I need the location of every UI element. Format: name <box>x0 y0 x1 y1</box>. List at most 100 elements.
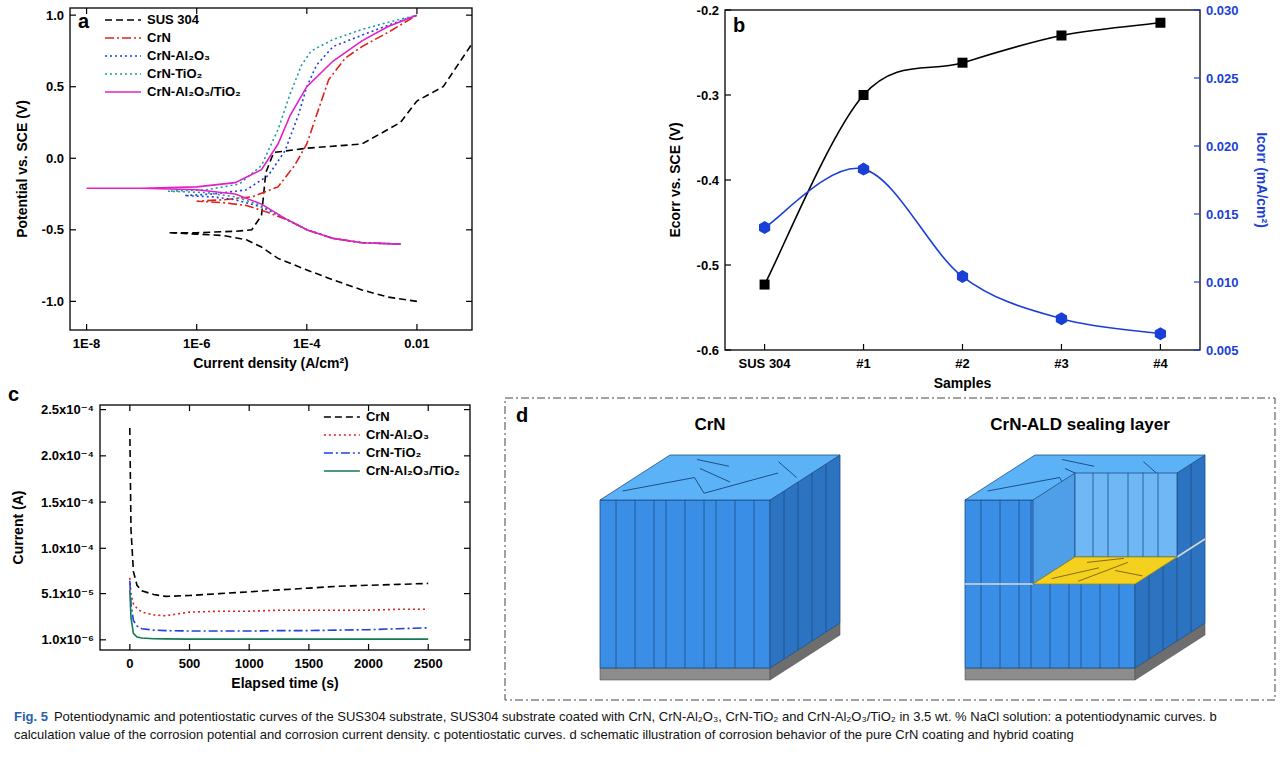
y-tick-label: -0.6 <box>697 343 719 358</box>
column-boundary <box>685 500 686 668</box>
schematic-panel: dCrNCrN-ALD sealing layer <box>505 398 1275 700</box>
y-axis-title: Potential vs. SCE (V) <box>14 100 30 238</box>
y-tick <box>464 593 470 594</box>
panel-letter: c <box>8 383 19 405</box>
marker <box>1155 18 1165 28</box>
substrate <box>965 668 1135 680</box>
x-tick <box>1160 344 1161 350</box>
x-tick <box>189 405 190 411</box>
x-tick-label: 0 <box>126 656 133 671</box>
column-boundary <box>784 491 785 659</box>
legend-label: CrN-Al₂O₃ <box>366 427 429 442</box>
y2-tick-label: 0.005 <box>1206 343 1239 358</box>
x-tick-label: 2500 <box>414 656 443 671</box>
panel-letter: b <box>733 14 745 36</box>
x-tick <box>196 324 197 330</box>
panel-letter: d <box>516 404 528 426</box>
coating-block <box>965 455 1205 680</box>
y-tick <box>725 349 731 350</box>
y-tick <box>725 9 731 10</box>
series-line <box>130 581 428 631</box>
column-boundary <box>1108 473 1109 557</box>
y-tick-label: 1.0x10⁻⁶ <box>41 632 94 647</box>
column-boundary <box>754 500 755 668</box>
x-tick <box>306 324 307 330</box>
x-tick <box>308 405 309 411</box>
y-tick <box>100 593 106 594</box>
y-tick <box>70 229 76 230</box>
x-tick <box>249 644 250 650</box>
series-group <box>130 428 428 639</box>
crack <box>1062 460 1094 467</box>
figure: 1E-81E-61E-40.01-1.0-0.50.00.51.0Current… <box>0 0 1282 705</box>
y2-tick-label: 0.025 <box>1206 71 1239 86</box>
marker <box>1056 312 1067 325</box>
series-line <box>130 590 428 639</box>
y-tick-label: 2.5x10⁻⁴ <box>41 402 94 417</box>
x-tick-label: #4 <box>1153 356 1168 371</box>
x-tick <box>428 405 429 411</box>
x-tick-label: 2000 <box>354 656 383 671</box>
y-tick-label: 1.0x10⁻⁴ <box>41 541 94 556</box>
legend-label: CrN-Al₂O₃/TiO₂ <box>366 463 460 478</box>
y-tick-label: -0.5 <box>42 222 64 237</box>
y2-tick-label: 0.010 <box>1206 275 1239 290</box>
y-tick <box>464 455 470 456</box>
crack <box>1087 558 1124 562</box>
x-tick <box>764 344 765 350</box>
y-tick <box>100 455 106 456</box>
x-axis-title: Elapsed time (s) <box>231 675 338 691</box>
x-tick-label: 1E-6 <box>183 336 210 351</box>
column-boundary <box>666 500 667 668</box>
ald-layer <box>1033 557 1177 584</box>
marker <box>760 280 770 290</box>
crack <box>695 478 705 494</box>
y-tick <box>725 94 731 95</box>
caption-label: Fig. 5 <box>14 709 48 724</box>
crack <box>704 473 778 493</box>
x-tick-label: 0.01 <box>404 336 429 351</box>
y-tick <box>100 548 106 549</box>
y-tick <box>464 409 470 410</box>
crack <box>779 462 797 478</box>
column-boundary <box>1093 473 1094 557</box>
y-tick-label: -0.4 <box>697 173 720 188</box>
y-tick <box>100 501 106 502</box>
legend: CrNCrN-Al₂O₃CrN-TiO₂CrN-Al₂O₃/TiO₂ <box>324 409 460 478</box>
series-line <box>130 428 428 596</box>
y-tick <box>464 501 470 502</box>
plot-frame <box>725 10 1200 350</box>
series-line <box>168 44 472 302</box>
legend-label: CrN <box>366 409 390 424</box>
y-tick-label: -1.0 <box>42 294 64 309</box>
substrate <box>600 668 770 680</box>
y-tick <box>70 301 76 302</box>
x-tick <box>306 8 307 14</box>
marker <box>958 58 968 68</box>
series-line <box>197 15 417 244</box>
x-tick <box>1061 344 1062 350</box>
marker <box>1155 327 1166 340</box>
y2-tick-label: 0.020 <box>1206 139 1239 154</box>
y2-tick <box>1194 145 1200 146</box>
y-tick <box>466 301 472 302</box>
legend-swatch <box>105 91 141 93</box>
column-boundary <box>826 464 827 632</box>
y2-tick <box>1194 77 1200 78</box>
crack <box>1052 568 1099 579</box>
plot-frame <box>100 405 470 650</box>
series-line <box>87 15 417 244</box>
y-tick-label: -0.2 <box>697 3 719 18</box>
x-tick-label: #3 <box>1054 356 1068 371</box>
y-axis-title: Ecorr vs. SCE (V) <box>667 122 683 237</box>
x-tick <box>416 324 417 330</box>
series-line <box>130 578 428 616</box>
y2-tick <box>1194 213 1200 214</box>
y2-tick <box>1194 281 1200 282</box>
y-tick-label: 1.0 <box>46 8 64 23</box>
column-boundary <box>704 500 705 668</box>
legend-swatch <box>324 434 360 436</box>
y-tick <box>466 229 472 230</box>
y2-tick <box>1194 9 1200 10</box>
marker <box>858 163 869 176</box>
